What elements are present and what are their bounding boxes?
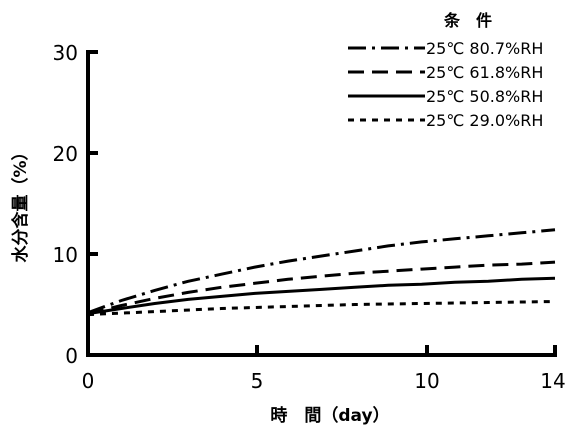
y-tick-label: 0 — [65, 344, 78, 368]
y-axis-title: 水分含量（%） — [10, 143, 31, 262]
series-group — [87, 228, 556, 317]
y-tick-label: 20 — [53, 142, 78, 166]
x-tick-label: 0 — [82, 369, 95, 393]
series-line-3 — [87, 276, 556, 316]
y-tick-label: 10 — [53, 243, 78, 267]
x-tick-label: 10 — [414, 369, 439, 393]
legend-label: 25℃ 29.0%RH — [426, 111, 543, 130]
legend-items: 25℃ 80.7%RH 25℃ 61.8%RH 25℃ 50.8%RH 25℃ 29.… — [348, 39, 543, 130]
legend-label: 25℃ 50.8%RH — [426, 87, 543, 106]
x-tick-label: 5 — [251, 369, 264, 393]
legend-label: 25℃ 80.7%RH — [426, 39, 543, 58]
x-axis-title: 時 間（day） — [270, 405, 389, 426]
series-line-1 — [87, 228, 556, 315]
legend-title: 条 件 — [443, 11, 492, 30]
series-line-2 — [87, 260, 556, 316]
y-tick-label: 30 — [53, 41, 78, 65]
x-tick-label: 14 — [540, 369, 565, 393]
legend-label: 25℃ 61.8%RH — [426, 63, 543, 82]
series-line-4 — [87, 300, 556, 317]
